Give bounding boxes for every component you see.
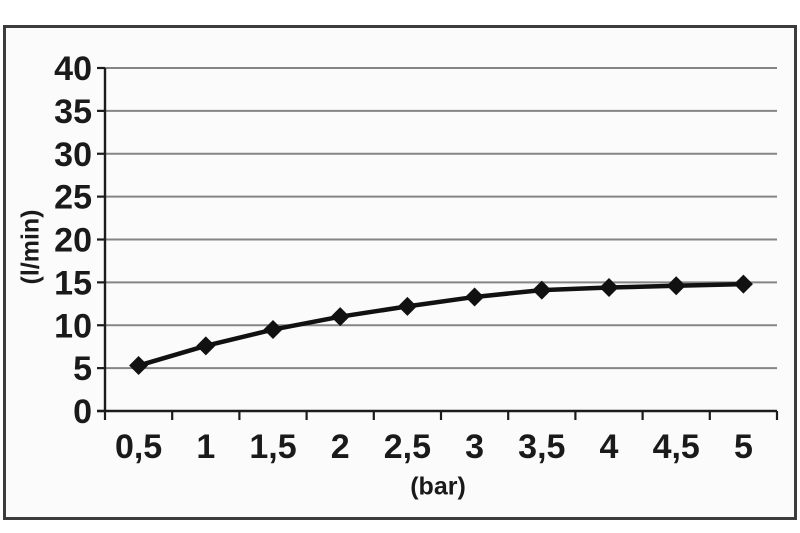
x-axis-title: (bar) — [410, 472, 466, 501]
x-tick-label: 3,5 — [518, 428, 565, 466]
x-tick-label: 1 — [196, 428, 215, 466]
data-point-marker — [263, 320, 283, 340]
data-point-marker — [397, 296, 417, 316]
y-tick-label: 5 — [73, 350, 92, 388]
data-point-marker — [599, 278, 619, 298]
data-point-marker — [196, 336, 216, 356]
data-point-marker — [666, 276, 686, 296]
y-tick-label: 10 — [54, 307, 92, 345]
y-tick-label: 30 — [54, 136, 92, 174]
y-axis-title: (l/min) — [16, 209, 45, 285]
y-tick-label: 25 — [54, 179, 92, 217]
series-line-flow-rate-curve — [136, 281, 746, 368]
data-point-marker — [330, 307, 350, 327]
y-tick-label: 40 — [54, 50, 92, 88]
x-tick-label: 4,5 — [653, 428, 700, 466]
data-point-marker — [129, 356, 149, 376]
y-tick-label: 20 — [54, 222, 92, 260]
data-point-marker — [465, 287, 485, 307]
y-tick-label: 15 — [54, 264, 92, 302]
x-tick-label: 1,5 — [249, 428, 296, 466]
data-point-marker — [733, 274, 753, 294]
x-tick-label: 2,5 — [384, 428, 431, 466]
x-tick-label: 0,5 — [115, 428, 162, 466]
y-tick-label: 0 — [73, 393, 92, 431]
x-tick-label: 2 — [331, 428, 350, 466]
x-tick-label: 3 — [465, 428, 484, 466]
x-tick-label: 5 — [734, 428, 753, 466]
x-tick-label: 4 — [600, 428, 619, 466]
chart-frame — [3, 25, 797, 520]
y-tick-label: 35 — [54, 93, 92, 131]
data-point-marker — [532, 280, 552, 300]
